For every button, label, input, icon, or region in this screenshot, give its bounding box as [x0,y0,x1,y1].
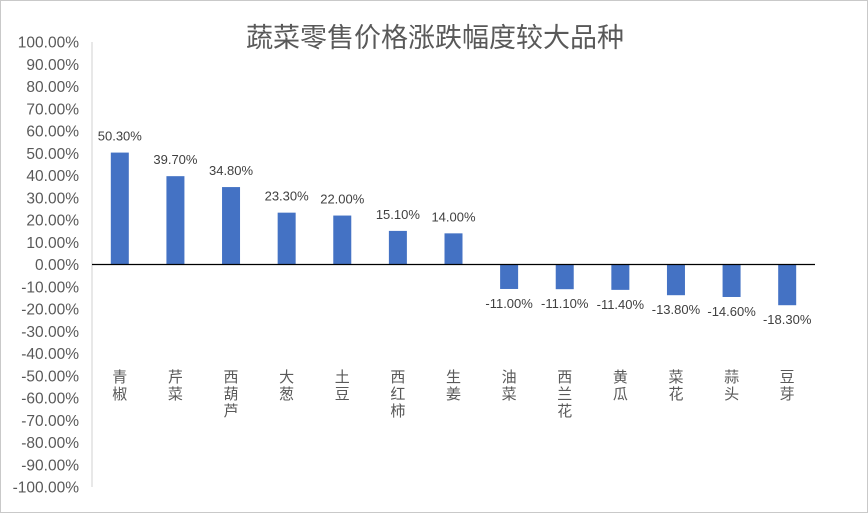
bar [611,264,630,290]
category-label: 蒜头 [724,368,739,403]
y-tick-label: -70.00% [21,413,79,430]
y-tick-label: -80.00% [21,435,79,452]
y-tick-label: 30.00% [26,190,79,207]
y-tick-label: -100.00% [13,480,80,497]
bar [500,264,519,289]
data-label: -11.10% [541,296,589,311]
y-axis: 100.00% 90.00% 80.00% 70.00% 60.00% 50.00% 40.… [13,35,93,497]
data-label: 15.10% [376,207,421,222]
data-label: 22.00% [320,192,365,207]
y-tick-label: 50.00% [26,146,79,163]
category-label: 芹菜 [168,368,183,403]
category-label: 豆芽 [780,368,795,403]
y-tick-label: 100.00% [18,35,79,52]
bar [444,233,463,265]
bar [555,264,574,290]
data-label: -11.40% [597,297,645,312]
bar [388,230,407,265]
category-label: 西葫芦 [224,368,239,420]
y-tick-label: 80.00% [26,79,79,96]
bar [333,215,352,265]
category-labels: 青椒 芹菜 西葫芦 大葱 土豆 西红柿 生姜 油菜 西兰花 黄瓜 菜花 蒜头 豆芽 [112,368,794,420]
y-tick-label: 70.00% [26,101,79,118]
bar [666,264,685,296]
category-label: 大葱 [279,368,294,403]
data-label: 39.70% [153,152,198,167]
bar [778,264,797,306]
data-label: 50.30% [98,129,143,144]
bar [110,152,129,265]
category-label: 菜花 [668,368,683,403]
data-label: 23.30% [265,189,310,204]
y-tick-label: 0.00% [35,257,79,274]
data-label: -11.00% [485,296,533,311]
data-label: -13.80% [652,302,701,317]
bars [110,152,797,306]
category-label: 生姜 [446,368,461,403]
chart-title: 蔬菜零售价格涨跌幅度较大品种 [246,23,624,54]
y-tick-label: 90.00% [26,57,79,74]
y-tick-label: -50.00% [21,368,79,385]
category-label: 黄瓜 [613,368,628,403]
y-tick-label: -40.00% [21,346,79,363]
y-tick-label: 10.00% [26,235,79,252]
data-label: -18.30% [763,312,812,327]
y-tick-label: -90.00% [21,457,79,474]
category-label: 土豆 [335,368,350,403]
y-tick-label: 20.00% [26,213,79,230]
category-label: 青椒 [112,368,127,403]
category-label: 西兰花 [557,368,572,420]
bar [722,264,741,297]
y-tick-label: -30.00% [21,324,79,341]
category-label: 西红柿 [390,368,405,420]
y-tick-label: 60.00% [26,124,79,141]
bar [166,176,185,265]
y-tick-label: -10.00% [21,279,79,296]
bar [222,187,241,265]
data-label: 34.80% [209,163,254,178]
y-tick-label: -20.00% [21,302,79,319]
y-tick-label: -60.00% [21,391,79,408]
data-label: 14.00% [431,209,476,224]
data-label: -14.60% [707,304,756,319]
category-label: 油菜 [502,368,517,403]
data-labels: 50.30% 39.70% 34.80% 23.30% 22.00% 15.10% 14.0… [98,129,812,328]
y-tick-label: 40.00% [26,168,79,185]
bar [277,212,296,265]
